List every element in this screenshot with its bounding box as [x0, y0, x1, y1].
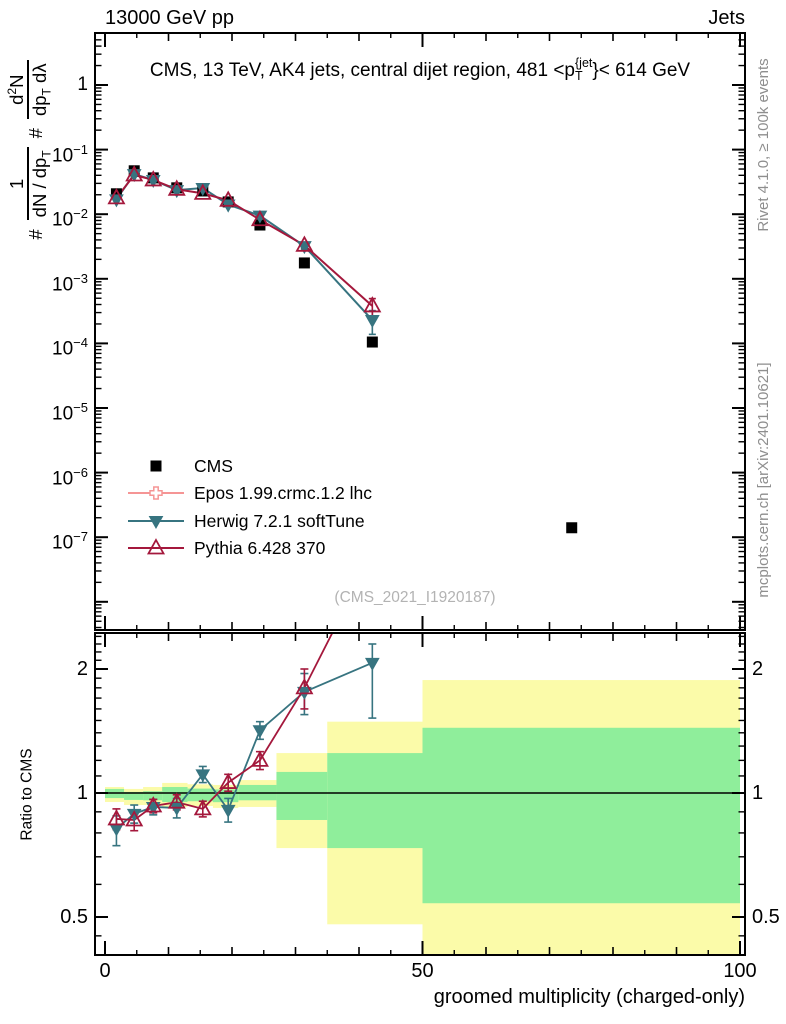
ratio-panel — [95, 633, 745, 955]
herwig-ratio-marker — [195, 769, 211, 783]
herwig-marker — [109, 194, 124, 208]
cms-data-point — [110, 188, 122, 200]
herwig-marker — [364, 315, 380, 329]
ratio-tick-label-left: 2 — [76, 658, 88, 680]
square-filled-legend-icon — [150, 460, 162, 472]
legend-label: CMS — [194, 456, 233, 476]
legend-item-cms: CMS — [126, 455, 456, 477]
uncertainty-band-green — [143, 791, 163, 801]
plot-title: CMS, 13 TeV, AK4 jets, central dijet reg… — [149, 56, 691, 84]
mcplots-arxiv-note: mcplots.cern.ch [arXiv:2401.10621] — [755, 362, 772, 598]
ratio-tick-label-left: 1 — [76, 782, 88, 804]
ratio-frame — [94, 632, 746, 956]
pythia-marker — [193, 183, 212, 200]
ratio-tick-label-right: 2 — [752, 658, 764, 680]
pythia-marker — [295, 235, 314, 252]
herwig-ratio-marker — [252, 725, 268, 739]
cms-data-point — [298, 257, 310, 269]
herwig-ratio-marker — [109, 823, 124, 837]
legend-label: Epos 1.99.crmc.1.2 lhc — [194, 483, 372, 503]
pythia-ratio-marker — [167, 792, 186, 809]
ratio-tick-label-right: 1 — [752, 782, 764, 804]
pythia-marker — [219, 190, 238, 207]
pythia-ratio-marker — [295, 677, 314, 695]
pythia-main-line — [115, 173, 374, 307]
triangle-up-open-glyph — [146, 538, 166, 555]
herwig-ratio-marker — [169, 802, 185, 816]
herwig-main-line — [115, 172, 374, 321]
uncertainty-band-green — [422, 727, 740, 904]
square-filled-glyph — [150, 460, 162, 472]
herwig-ratio-marker — [220, 804, 236, 818]
x-tick-label: 100 — [723, 960, 757, 982]
y-tick-label: 10−2 — [52, 206, 88, 231]
triangle-down-filled-glyph — [148, 515, 164, 529]
herwig-ratio-marker — [126, 808, 142, 822]
uncertainty-band-green — [327, 753, 423, 849]
legend-item-herwig: Herwig 7.2.1 softTune — [126, 510, 456, 532]
cross-open-glyph — [149, 486, 163, 500]
cms-data-point — [566, 522, 578, 534]
herwig-ratio-marker — [364, 657, 380, 671]
cross-open-legend-icon — [128, 486, 184, 500]
analysis-group-label: Jets — [708, 7, 745, 29]
pythia-ratio-marker — [193, 799, 212, 816]
pythia-ratio-marker — [107, 809, 126, 826]
legend-item-pythia: Pythia 6.428 370 — [126, 537, 456, 559]
main-panel — [95, 33, 745, 630]
pythia-ratio-marker — [250, 750, 269, 767]
y-tick-label: 10−6 — [52, 464, 88, 489]
pythia-ratio-marker — [125, 810, 144, 827]
x-tick-label: 50 — [411, 960, 434, 982]
pt-supsub: {jet T — [575, 56, 593, 84]
uncertainty-band-green — [187, 788, 213, 802]
legend-label: Herwig 7.2.1 softTune — [194, 510, 365, 531]
pythia-ratio-marker — [219, 772, 238, 789]
y-tick-label: 10−1 — [52, 141, 88, 166]
legend-label: Pythia 6.428 370 — [194, 538, 326, 558]
pythia-ratio-marker — [144, 796, 163, 813]
pythia-marker — [107, 188, 126, 205]
triangle-down-filled-legend-icon — [128, 515, 184, 529]
beam-energy-label: 13000 GeV pp — [105, 7, 234, 29]
ratio-tick-label-right: 0.5 — [752, 906, 780, 928]
y-tick-label: 10−5 — [52, 400, 88, 425]
x-axis-title: groomed multiplicity (charged-only) — [433, 986, 745, 1008]
main-frame — [94, 32, 746, 631]
pythia-marker — [167, 179, 186, 196]
uncertainty-band-green — [276, 771, 328, 820]
ratio-axis-title: Ratio to CMS — [18, 748, 36, 841]
pythia-marker — [250, 209, 269, 227]
triangle-up-open-legend-icon — [128, 538, 184, 555]
uncertainty-band-green — [124, 791, 144, 800]
ratio-tick-label-left: 0.5 — [60, 906, 88, 928]
pythia-marker — [125, 165, 144, 182]
cms-data-point — [366, 336, 378, 348]
pythia-marker — [363, 296, 382, 313]
pythia-marker — [144, 170, 163, 187]
y-tick-label: 10−7 — [52, 529, 88, 554]
legend-item-epos: Epos 1.99.crmc.1.2 lhc — [126, 482, 456, 504]
y-tick-label: 1 — [77, 74, 88, 95]
y-tick-label: 10−3 — [52, 270, 88, 296]
x-tick-label: 0 — [99, 960, 111, 982]
rivet-version-note: Rivet 4.1.0, ≥ 100k events — [755, 58, 772, 232]
y-tick-label: 10−4 — [52, 335, 88, 360]
analysis-id-watermark: (CMS_2021_I1920187) — [334, 589, 496, 606]
